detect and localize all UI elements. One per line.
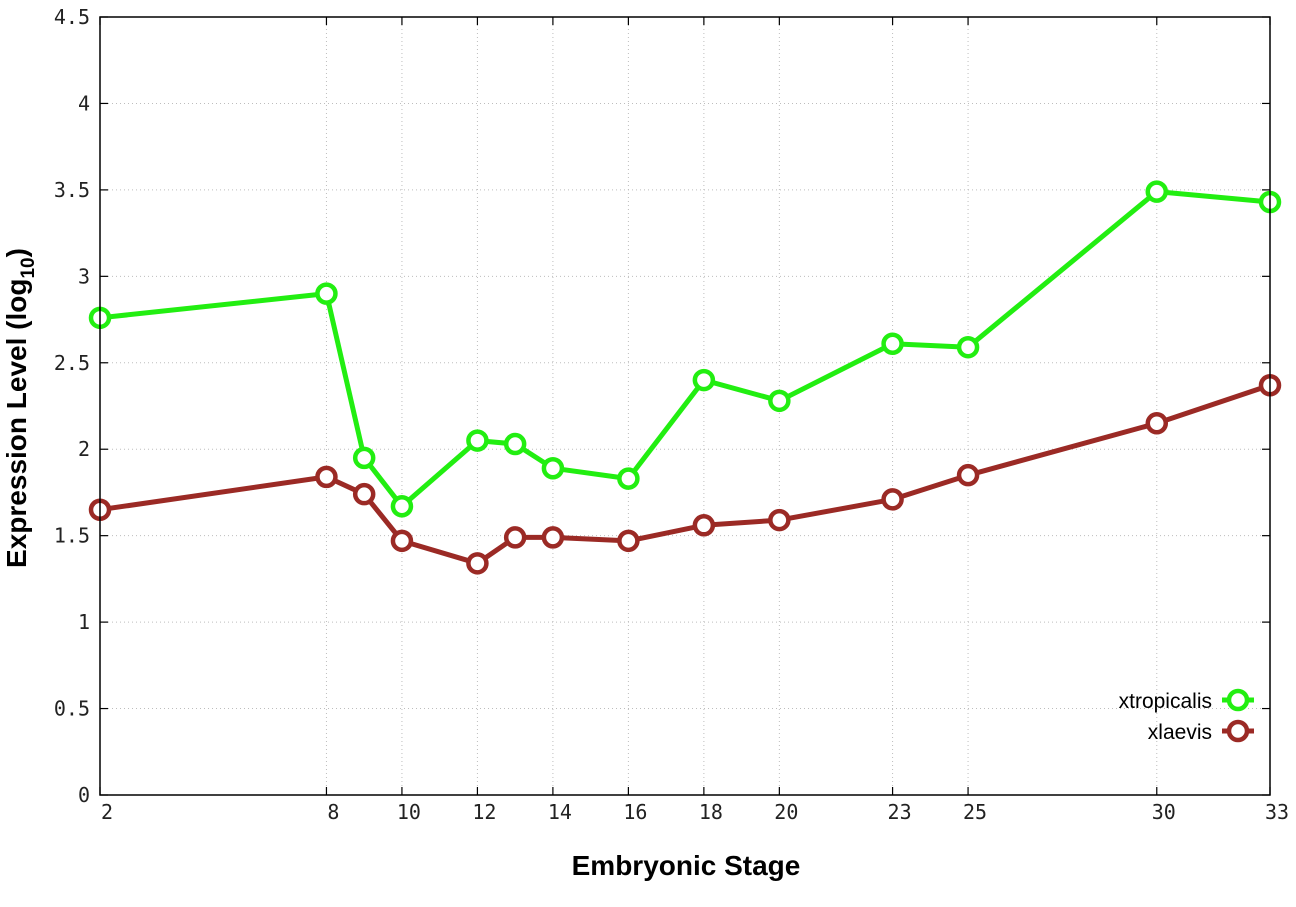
- x-tick-label: 30: [1152, 800, 1176, 824]
- data-point-xlaevis: [352, 482, 376, 506]
- y-tick-label: 4.5: [54, 5, 90, 29]
- data-point-xtropicalis: [881, 332, 904, 356]
- data-point-xtropicalis: [768, 389, 791, 413]
- data-point-xtropicalis: [390, 495, 414, 518]
- data-point-xtropicalis: [315, 282, 338, 305]
- y-tick-label: 2: [78, 437, 90, 461]
- x-axis-title: Embryonic Stage: [572, 850, 801, 881]
- data-point-xtropicalis: [503, 432, 527, 456]
- x-tick-label: 16: [623, 800, 647, 824]
- data-point-xlaevis: [1145, 412, 1169, 435]
- x-tick-label: 33: [1265, 800, 1289, 824]
- data-point-xlaevis: [390, 529, 414, 553]
- x-tick-label: 23: [888, 800, 912, 824]
- data-point-xlaevis: [692, 514, 716, 537]
- series-xlaevis: [88, 374, 1282, 575]
- y-axis-title: Expression Level (log10): [1, 248, 39, 568]
- x-tick-label: 8: [327, 800, 339, 824]
- data-point-xlaevis: [503, 526, 527, 549]
- legend-label-xlaevis: xlaevis: [1148, 721, 1212, 744]
- legend: xtropicalis xlaevis: [1119, 688, 1254, 744]
- series-line-xtropicalis: [99, 189, 1271, 509]
- x-tick-label: 18: [699, 800, 723, 824]
- data-point-xlaevis: [956, 463, 980, 487]
- data-point-xtropicalis: [617, 467, 640, 490]
- y-tick-label: 1.5: [54, 524, 90, 548]
- series-xtropicalis: [88, 180, 1282, 518]
- y-tick-label: 2.5: [54, 351, 90, 375]
- x-tick-label: 14: [548, 800, 572, 824]
- data-point-xlaevis: [617, 529, 640, 553]
- plot-frame: [99, 16, 1271, 796]
- data-point-xlaevis: [315, 465, 338, 489]
- x-tick-label: 12: [472, 800, 496, 824]
- y-tick-labels: 0 0.5 1 1.5 2 2.5 3 3.5 4 4.5: [54, 5, 90, 807]
- y-tick-label: 3.5: [54, 178, 90, 202]
- y-tick-label: 1: [78, 610, 90, 634]
- y-axis-title-close: ): [1, 248, 32, 257]
- y-tick-label: 4: [78, 91, 90, 115]
- y-tick-label: 3: [78, 264, 90, 288]
- legend-entry-xlaevis: xlaevis: [1148, 719, 1254, 744]
- x-tick-label: 20: [774, 800, 798, 824]
- y-axis-title-subscript: 10: [18, 257, 39, 278]
- data-point-xtropicalis: [1145, 180, 1169, 203]
- data-point-xtropicalis: [466, 429, 489, 452]
- data-point-xlaevis: [466, 552, 489, 575]
- legend-entry-xtropicalis: xtropicalis: [1119, 688, 1254, 713]
- x-tick-label: 2: [101, 800, 113, 824]
- data-point-xlaevis: [541, 526, 565, 549]
- legend-marker-xtropicalis: [1226, 688, 1250, 712]
- legend-marker-xlaevis: [1226, 719, 1250, 743]
- data-point-xtropicalis: [352, 446, 376, 470]
- grid-lines: [100, 17, 1270, 795]
- data-point-xtropicalis: [541, 456, 565, 480]
- x-tick-label: 10: [397, 800, 421, 824]
- legend-label-xtropicalis: xtropicalis: [1119, 690, 1212, 713]
- y-tick-label: 0: [78, 783, 90, 807]
- data-point-xlaevis: [768, 508, 791, 532]
- data-point-xlaevis: [881, 488, 904, 511]
- series-line-xlaevis: [99, 382, 1271, 566]
- y-axis-title-main: Expression Level (log: [1, 279, 32, 568]
- data-point-xtropicalis: [956, 335, 980, 359]
- x-tick-labels: 2 8 10 12 14 16 18 20 23 25 30 33: [101, 800, 1289, 824]
- y-tick-label: 0.5: [54, 697, 90, 721]
- x-tick-label: 25: [963, 800, 987, 824]
- data-point-xtropicalis: [692, 368, 716, 392]
- series-layer: [88, 180, 1282, 575]
